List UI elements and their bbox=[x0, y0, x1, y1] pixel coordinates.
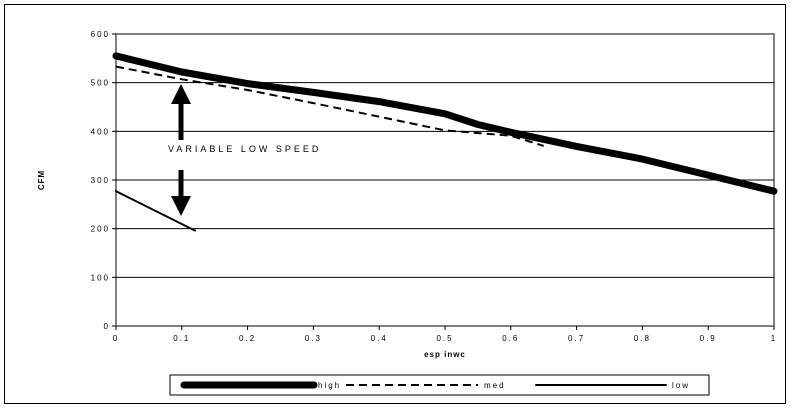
y-tick-label: 400 bbox=[91, 127, 110, 136]
x-tick-label: 0.2 bbox=[239, 334, 256, 343]
x-tick-label: 0.4 bbox=[371, 334, 388, 343]
series-high-line bbox=[112, 52, 778, 195]
x-tick-label: 0.7 bbox=[568, 334, 585, 343]
x-tick-label: 0 bbox=[113, 334, 119, 343]
y-tick-label: 200 bbox=[91, 225, 110, 234]
x-tick-label: 0.3 bbox=[305, 334, 322, 343]
x-tick-label: 1 bbox=[771, 334, 777, 343]
y-tick-label: 0 bbox=[104, 322, 110, 331]
y-tick-label: 300 bbox=[91, 176, 110, 185]
x-tick-label: 0.5 bbox=[436, 334, 453, 343]
y-tick-label: 600 bbox=[91, 30, 110, 39]
series-med-line bbox=[115, 65, 544, 147]
x-tick-label: 0.9 bbox=[700, 334, 717, 343]
x-tick-label: 0.1 bbox=[173, 334, 190, 343]
y-axis-ticks: 0 100 200 300 400 500 600 bbox=[91, 30, 116, 331]
y-tick-label: 100 bbox=[91, 273, 110, 282]
legend-label-low: low bbox=[672, 381, 690, 390]
legend: high med low bbox=[180, 381, 690, 390]
y-axis-label: CFM bbox=[37, 170, 46, 190]
x-tick-label: 0.6 bbox=[502, 334, 519, 343]
x-tick-label: 0.8 bbox=[634, 334, 651, 343]
annotation-variable-low-speed: VARIABLE LOW SPEED bbox=[168, 144, 321, 154]
legend-label-high: high bbox=[318, 381, 341, 390]
series-low-line bbox=[115, 190, 196, 232]
x-axis-label: esp inwc bbox=[424, 350, 466, 359]
x-axis-ticks: 0 0.1 0.2 0.3 0.4 0.5 0.6 0.7 0.8 0.9 1 bbox=[113, 326, 777, 343]
legend-label-med: med bbox=[484, 381, 506, 390]
series-layer bbox=[112, 52, 778, 232]
y-tick-label: 500 bbox=[91, 79, 110, 88]
